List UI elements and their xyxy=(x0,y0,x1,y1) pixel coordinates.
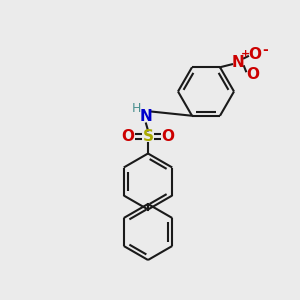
Text: -: - xyxy=(262,43,268,57)
Text: S: S xyxy=(142,129,154,144)
Text: O: O xyxy=(248,47,262,62)
Text: O: O xyxy=(122,129,134,144)
Text: N: N xyxy=(232,55,244,70)
Text: H: H xyxy=(131,102,141,115)
Text: O: O xyxy=(247,67,260,82)
Text: +: + xyxy=(240,49,250,59)
Text: N: N xyxy=(140,109,152,124)
Text: O: O xyxy=(161,129,175,144)
